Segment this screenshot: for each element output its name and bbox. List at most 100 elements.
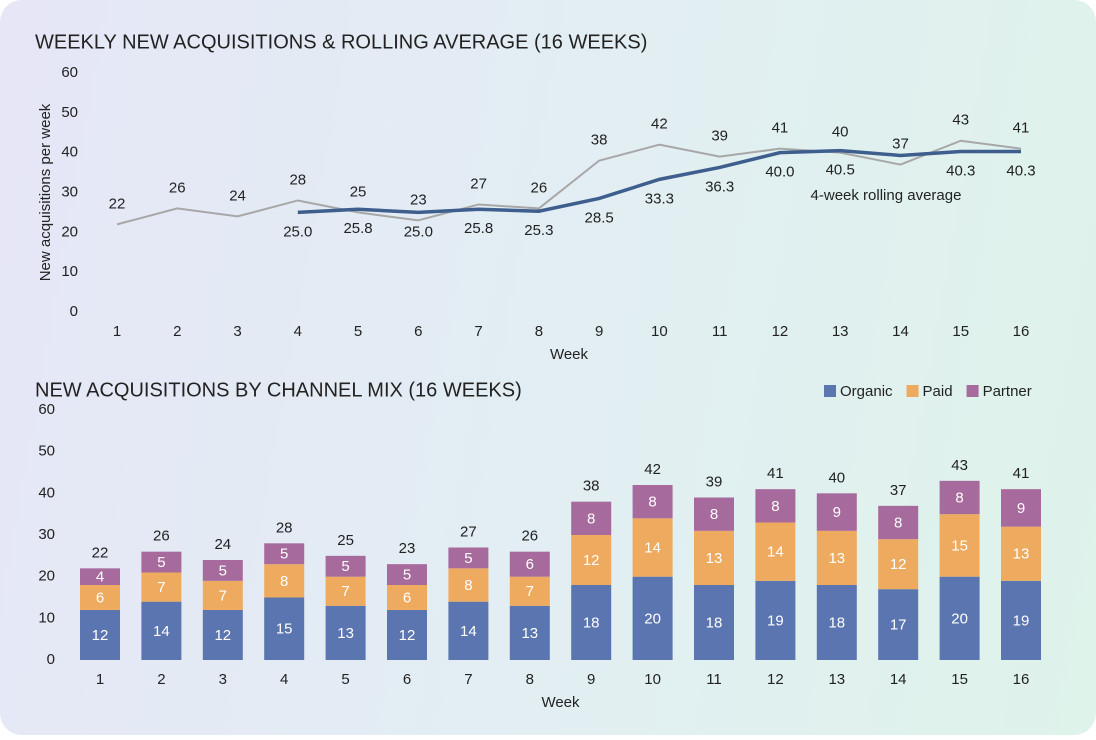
segment-label: 5 (341, 558, 349, 575)
segment-label: 12 (583, 552, 600, 569)
segment-label: 12 (890, 556, 907, 573)
y-tick-label: 30 (61, 183, 78, 200)
y-tick-label: 40 (38, 484, 55, 501)
bar-segment (325, 605, 366, 660)
segment-label: 18 (706, 614, 723, 631)
chart-title: WEEKLY NEW ACQUISITIONS & ROLLING AVERAG… (35, 31, 647, 53)
segment-label: 18 (828, 614, 845, 631)
total-label: 38 (583, 478, 600, 495)
segment-label: 13 (828, 550, 845, 567)
x-tick-label: 2 (157, 671, 165, 688)
x-tick-label: 7 (464, 671, 472, 688)
segment-label: 8 (710, 506, 718, 523)
legend-label: Paid (923, 383, 953, 400)
segment-label: 13 (337, 625, 354, 642)
bar-segment (448, 547, 489, 569)
segment-label: 6 (526, 556, 534, 573)
segment-label: 14 (460, 623, 477, 640)
x-tick-label: 8 (526, 671, 534, 688)
bar-segment (202, 610, 243, 660)
bar-segment (939, 576, 980, 660)
bar-segment (755, 522, 796, 581)
series-annotation: 4-week rolling average (811, 187, 962, 204)
data-label: 37 (892, 136, 909, 153)
bar-segment (939, 514, 980, 577)
segment-label: 8 (587, 510, 595, 527)
data-label: 40 (832, 124, 849, 141)
segment-label: 20 (644, 610, 661, 627)
legend-label: Partner (983, 383, 1032, 400)
x-axis-label: Week (541, 694, 580, 711)
series-line (116, 139, 1022, 226)
x-tick-label: 13 (828, 671, 845, 688)
segment-label: 13 (706, 550, 723, 567)
data-label: 25.0 (404, 223, 433, 240)
bar-segment (264, 597, 305, 660)
bar-segment (694, 585, 734, 660)
segment-label: 13 (1013, 546, 1030, 563)
bar-segment (387, 610, 427, 660)
bar-segment (325, 555, 366, 577)
bar-segment (202, 560, 243, 581)
total-label: 22 (92, 544, 109, 561)
bar-segment (755, 489, 796, 523)
x-tick-label: 6 (414, 323, 422, 340)
segment-label: 5 (403, 567, 411, 584)
x-tick-label: 10 (651, 323, 668, 340)
x-tick-label: 16 (1013, 671, 1030, 688)
total-label: 23 (399, 540, 416, 557)
x-axis-label: Week (550, 346, 589, 363)
x-tick-label: 11 (712, 323, 728, 340)
x-tick-label: 14 (890, 671, 907, 688)
x-tick-label: 9 (587, 671, 595, 688)
segment-label: 9 (833, 504, 841, 521)
data-label: 24 (229, 187, 246, 204)
x-tick-label: 13 (832, 323, 849, 340)
bar-segment (939, 480, 980, 515)
data-label: 40.3 (1006, 162, 1035, 179)
data-label: 25.0 (283, 223, 312, 240)
bar-segment (1001, 489, 1041, 527)
total-label: 25 (337, 532, 354, 549)
segment-label: 13 (521, 625, 538, 642)
x-tick-label: 5 (341, 671, 349, 688)
segment-label: 5 (280, 546, 288, 563)
segment-label: 14 (153, 623, 170, 640)
segment-label: 8 (464, 577, 472, 594)
segment-label: 8 (648, 494, 656, 511)
segment-label: 5 (464, 550, 472, 567)
total-label: 41 (767, 465, 784, 482)
data-label: 22 (109, 195, 126, 212)
bar-segment (509, 576, 550, 606)
bar-segment (632, 518, 673, 577)
bar-segment (571, 585, 612, 660)
x-tick-label: 9 (595, 323, 603, 340)
data-label: 40.5 (826, 162, 855, 179)
data-label: 39 (711, 128, 728, 145)
x-tick-label: 1 (113, 323, 121, 340)
x-tick-label: 3 (233, 323, 241, 340)
segment-label: 4 (96, 569, 104, 586)
bar-segment (816, 585, 857, 660)
legend-label: Organic (840, 383, 893, 400)
x-tick-label: 15 (951, 671, 968, 688)
bar-segment (141, 551, 182, 573)
segment-label: 6 (96, 589, 104, 606)
total-label: 28 (276, 519, 293, 536)
bar-segment (80, 585, 120, 610)
total-label: 26 (153, 528, 170, 545)
bar-segment (141, 572, 182, 602)
x-tick-label: 2 (173, 323, 181, 340)
total-label: 39 (706, 473, 723, 490)
series-line (297, 148, 1021, 215)
total-label: 42 (644, 461, 661, 478)
y-tick-label: 0 (47, 651, 55, 668)
segment-label: 15 (276, 621, 293, 638)
x-tick-label: 5 (354, 323, 362, 340)
segment-label: 8 (955, 489, 963, 506)
data-label: 28.5 (585, 209, 614, 226)
y-tick-label: 40 (61, 144, 78, 161)
segment-label: 14 (644, 539, 661, 556)
bar-segment (571, 501, 612, 535)
